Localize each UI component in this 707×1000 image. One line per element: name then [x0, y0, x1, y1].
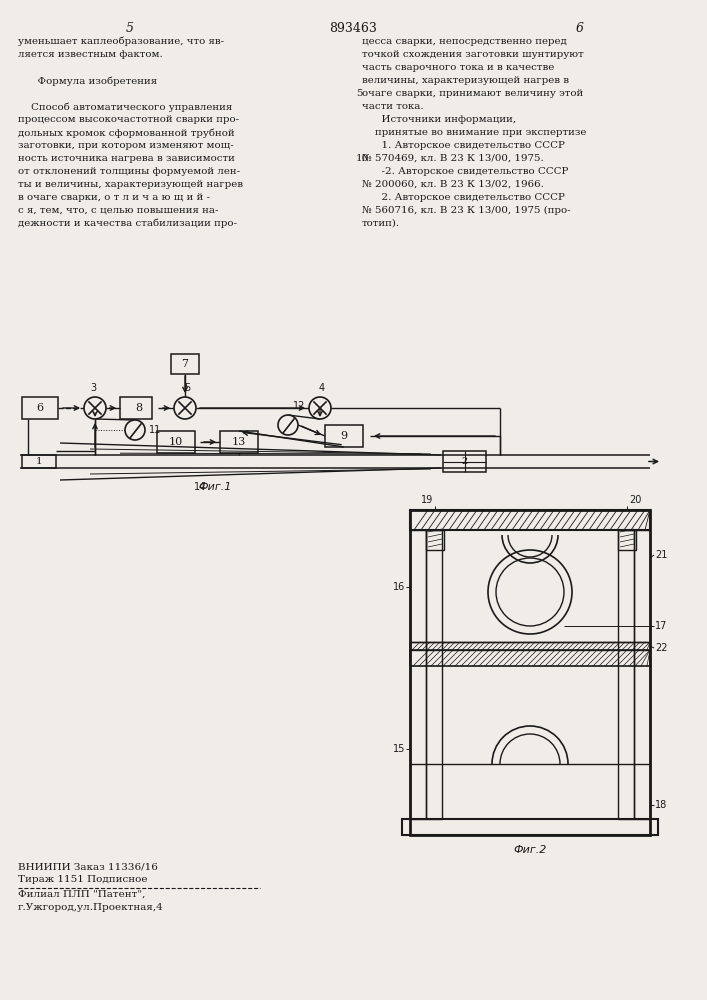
Bar [410, 650, 650, 666]
Text: 6: 6 [37, 403, 44, 413]
Text: очаге сварки, принимают величину этой: очаге сварки, принимают величину этой [362, 89, 583, 98]
Text: 8: 8 [136, 403, 143, 413]
Circle shape [278, 415, 298, 435]
Bar [220, 431, 258, 453]
Text: -2. Авторское свидетельство СССР: -2. Авторское свидетельство СССР [362, 167, 568, 176]
Text: 19: 19 [421, 495, 433, 505]
Circle shape [174, 397, 196, 419]
Text: дольных кромок сформованной трубной: дольных кромок сформованной трубной [18, 128, 235, 137]
Text: уменьшает каплеобразование, что яв-: уменьшает каплеобразование, что яв- [18, 37, 224, 46]
Text: 14: 14 [194, 482, 206, 492]
Circle shape [84, 397, 106, 419]
Bar [618, 530, 634, 819]
Text: 10: 10 [356, 154, 369, 163]
Text: 15: 15 [392, 744, 405, 754]
Text: г.Ужгород,ул.Проектная,4: г.Ужгород,ул.Проектная,4 [18, 903, 164, 912]
Text: дежности и качества стабилизации про-: дежности и качества стабилизации про- [18, 219, 237, 229]
Bar [410, 510, 650, 530]
Text: принятые во внимание при экспертизе: принятые во внимание при экспертизе [362, 128, 586, 137]
Text: 11: 11 [149, 425, 161, 435]
Text: Тираж 1151 Подписное: Тираж 1151 Подписное [18, 875, 148, 884]
Text: с я, тем, что, с целью повышения на-: с я, тем, что, с целью повышения на- [18, 206, 218, 215]
Circle shape [309, 397, 331, 419]
Bar [410, 642, 650, 650]
Bar [402, 819, 658, 835]
Text: Формула изобретения: Формула изобретения [18, 76, 157, 86]
Bar [157, 431, 195, 453]
Bar [634, 530, 650, 819]
Bar [171, 354, 199, 374]
Text: часть сварочного тока и в качестве: часть сварочного тока и в качестве [362, 63, 554, 72]
Text: 22: 22 [655, 643, 667, 653]
Text: в очаге сварки, о т л и ч а ю щ и й -: в очаге сварки, о т л и ч а ю щ и й - [18, 193, 210, 202]
Text: тотип).: тотип). [362, 219, 400, 228]
Text: № 200060, кл. В 23 К 13/02, 1966.: № 200060, кл. В 23 К 13/02, 1966. [362, 180, 544, 189]
Text: Источники информации,: Источники информации, [362, 115, 516, 124]
Text: ты и величины, характеризующей нагрев: ты и величины, характеризующей нагрев [18, 180, 243, 189]
Text: от отклонений толщины формуемой лен-: от отклонений толщины формуемой лен- [18, 167, 240, 176]
Text: Филиал ПЛП "Патент",: Филиал ПЛП "Патент", [18, 890, 146, 899]
Bar [410, 530, 426, 819]
Bar [325, 425, 363, 447]
Text: 5: 5 [356, 89, 363, 98]
Text: № 560716, кл. В 23 К 13/00, 1975 (про-: № 560716, кл. В 23 К 13/00, 1975 (про- [362, 206, 571, 215]
Text: 16: 16 [393, 582, 405, 592]
Bar [22, 455, 56, 468]
Text: части тока.: части тока. [362, 102, 423, 111]
Bar [443, 451, 486, 472]
Bar [22, 397, 58, 419]
Text: 6: 6 [576, 22, 584, 35]
Bar [618, 530, 636, 550]
Text: 2. Авторское свидетельство СССР: 2. Авторское свидетельство СССР [362, 193, 565, 202]
Text: Фиг.1: Фиг.1 [198, 482, 232, 492]
Text: 17: 17 [655, 621, 667, 631]
Text: заготовки, при котором изменяют мощ-: заготовки, при котором изменяют мощ- [18, 141, 234, 150]
Text: Способ автоматического управления: Способ автоматического управления [18, 102, 233, 111]
Text: 893463: 893463 [329, 22, 377, 35]
Text: 5: 5 [126, 22, 134, 35]
Text: Фиг.2: Фиг.2 [513, 845, 547, 855]
Text: 1. Авторское свидетельство СССР: 1. Авторское свидетельство СССР [362, 141, 565, 150]
Text: величины, характеризующей нагрев в: величины, характеризующей нагрев в [362, 76, 569, 85]
Circle shape [125, 420, 145, 440]
Text: 5: 5 [184, 383, 190, 393]
Text: ляется известным фактом.: ляется известным фактом. [18, 50, 163, 59]
Text: 10: 10 [169, 437, 183, 447]
Text: 20: 20 [629, 495, 641, 505]
Text: цесса сварки, непосредственно перед: цесса сварки, непосредственно перед [362, 37, 567, 46]
Text: 12: 12 [293, 401, 305, 411]
Text: 7: 7 [182, 359, 189, 369]
Text: 1: 1 [35, 457, 42, 466]
Bar [410, 510, 650, 835]
Bar [120, 397, 152, 419]
Text: точкой схождения заготовки шунтируют: точкой схождения заготовки шунтируют [362, 50, 584, 59]
Text: 3: 3 [90, 383, 96, 393]
Bar [426, 530, 444, 550]
Text: ВНИИПИ Заказ 11336/16: ВНИИПИ Заказ 11336/16 [18, 862, 158, 871]
Bar [426, 530, 442, 819]
Text: ность источника нагрева в зависимости: ность источника нагрева в зависимости [18, 154, 235, 163]
Text: 4: 4 [319, 383, 325, 393]
Text: 18: 18 [655, 800, 667, 810]
Text: № 570469, кл. В 23 К 13/00, 1975.: № 570469, кл. В 23 К 13/00, 1975. [362, 154, 544, 163]
Text: 21: 21 [655, 550, 667, 560]
Text: 13: 13 [232, 437, 246, 447]
Text: 9: 9 [341, 431, 348, 441]
Text: процессом высокочастотной сварки про-: процессом высокочастотной сварки про- [18, 115, 239, 124]
Text: 2: 2 [462, 457, 467, 466]
